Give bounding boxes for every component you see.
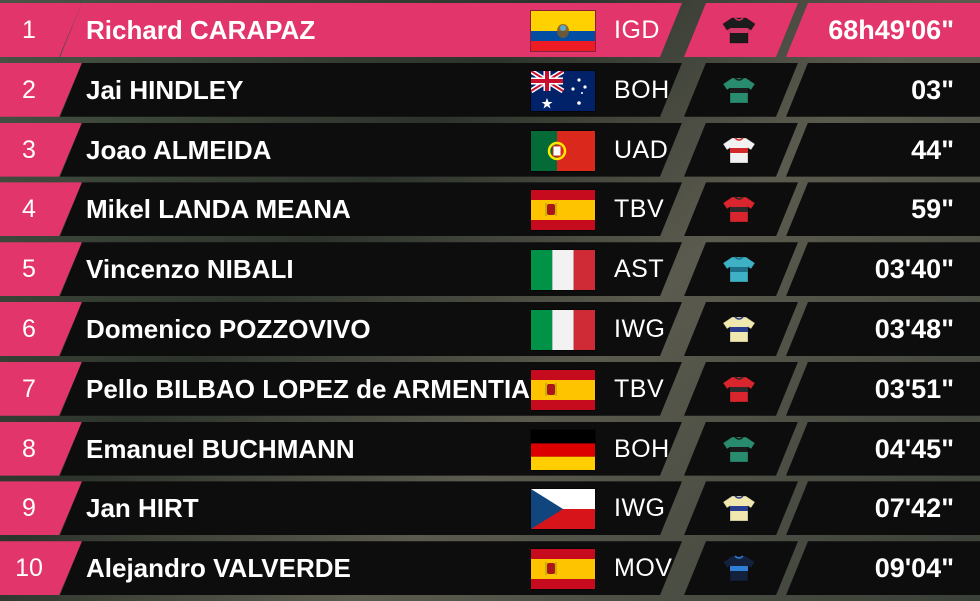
team-jersey-icon [722,76,756,104]
time-gap: 44" [911,134,954,165]
standings-row: 4 Mikel LANDA MEANA TBV 59" [0,182,980,237]
time-gap: 03'40" [874,254,954,285]
jersey-panel [684,242,798,296]
time-panel: 44" [786,122,980,177]
team-code: IWG [614,494,666,523]
rider-name: Jan HIRT [86,493,199,524]
country-flag-icon [531,429,595,470]
time-gap: 03" [911,74,954,105]
time-panel: 04'45" [786,421,980,476]
team-jersey-icon [722,195,756,223]
standings-row: 5 Vincenzo NIBALI AST 03'40" [0,242,980,297]
time-panel: 59" [786,182,980,237]
rider-name: Alejandro VALVERDE [86,553,351,584]
time-panel: 03" [786,62,980,117]
standings-row: 7 Pello BILBAO LOPEZ de ARMENTIA TBV 03'… [0,361,980,416]
standings-row: 6 Domenico POZZOVIVO IWG 03'48" [0,302,980,356]
time-gap: 09'04" [874,553,954,584]
jersey-panel [684,302,798,356]
rank-number: 10 [15,554,43,583]
time-panel: 07'42" [786,481,980,536]
time-gap: 68h49'06" [828,15,954,45]
standings-row: 2 Jai HINDLEY BOH 03" [0,62,980,117]
country-flag-icon [531,489,595,530]
team-code: MOV [614,554,673,583]
jersey-panel [684,362,798,416]
time-gap: 07'42" [874,493,954,524]
rank-number: 7 [22,374,36,403]
rider-name: Richard CARAPAZ [86,15,316,45]
jersey-panel [684,481,798,535]
rank-number: 5 [22,255,36,284]
rider-name: Emanuel BUCHMANN [86,433,355,464]
team-jersey-icon [722,255,756,283]
rank-number: 6 [22,315,36,343]
jersey-panel [684,541,798,595]
jersey-panel [684,123,798,177]
country-flag-icon [531,70,595,111]
rider-name: Pello BILBAO LOPEZ de ARMENTIA [86,373,530,404]
country-flag-icon [531,310,595,350]
team-code: IWG [614,315,666,343]
team-jersey-icon [722,494,756,522]
rank-number: 8 [22,434,36,463]
team-jersey-icon [722,136,756,164]
time-gap: 59" [911,194,954,225]
standings-row: 3 Joao ALMEIDA UAD 44" [0,122,980,177]
team-jersey-icon [722,375,756,403]
country-flag-icon [531,250,595,291]
jersey-panel [684,3,798,57]
team-code: BOH [614,75,670,104]
team-code: IGD [614,16,660,44]
rider-name: Jai HINDLEY [86,74,244,105]
country-flag-icon [531,11,595,51]
jersey-panel [684,422,798,476]
standings-row: 8 Emanuel BUCHMANN BOH 04'45" [0,421,980,476]
country-flag-icon [531,369,595,410]
rank-number: 3 [22,135,36,164]
time-gap: 03'51" [874,373,954,404]
team-jersey-icon [722,554,756,582]
rider-name: Joao ALMEIDA [86,134,272,165]
team-code: BOH [614,434,670,463]
team-code: AST [614,255,665,284]
rider-name: Mikel LANDA MEANA [86,194,351,225]
team-jersey-icon [722,16,756,44]
team-code: UAD [614,135,669,164]
time-gap: 03'48" [874,314,954,344]
country-flag-icon [531,130,595,171]
team-code: TBV [614,195,665,224]
time-gap: 04'45" [874,433,954,464]
standings-row: 1 Richard CARAPAZ IGD 68h49'06" [0,3,980,57]
country-flag-icon [531,190,595,231]
rank-number: 1 [22,16,36,44]
time-panel: 09'04" [786,541,980,596]
team-jersey-icon [722,315,756,343]
rank-number: 2 [22,75,36,104]
team-jersey-icon [722,435,756,463]
standings-row: 10 Alejandro VALVERDE MOV 09'04" [0,541,980,596]
time-panel: 03'51" [786,361,980,416]
jersey-panel [684,63,798,117]
time-panel: 03'48" [786,302,980,356]
team-code: TBV [614,374,665,403]
jersey-panel [684,182,798,236]
rider-name: Domenico POZZOVIVO [86,314,371,344]
country-flag-icon [531,549,595,590]
rider-name: Vincenzo NIBALI [86,254,294,285]
standings-row: 9 Jan HIRT IWG 07'42" [0,481,980,536]
rank-number: 9 [22,494,36,523]
time-panel: 68h49'06" [786,3,980,57]
rank-number: 4 [22,195,36,224]
time-panel: 03'40" [786,242,980,297]
